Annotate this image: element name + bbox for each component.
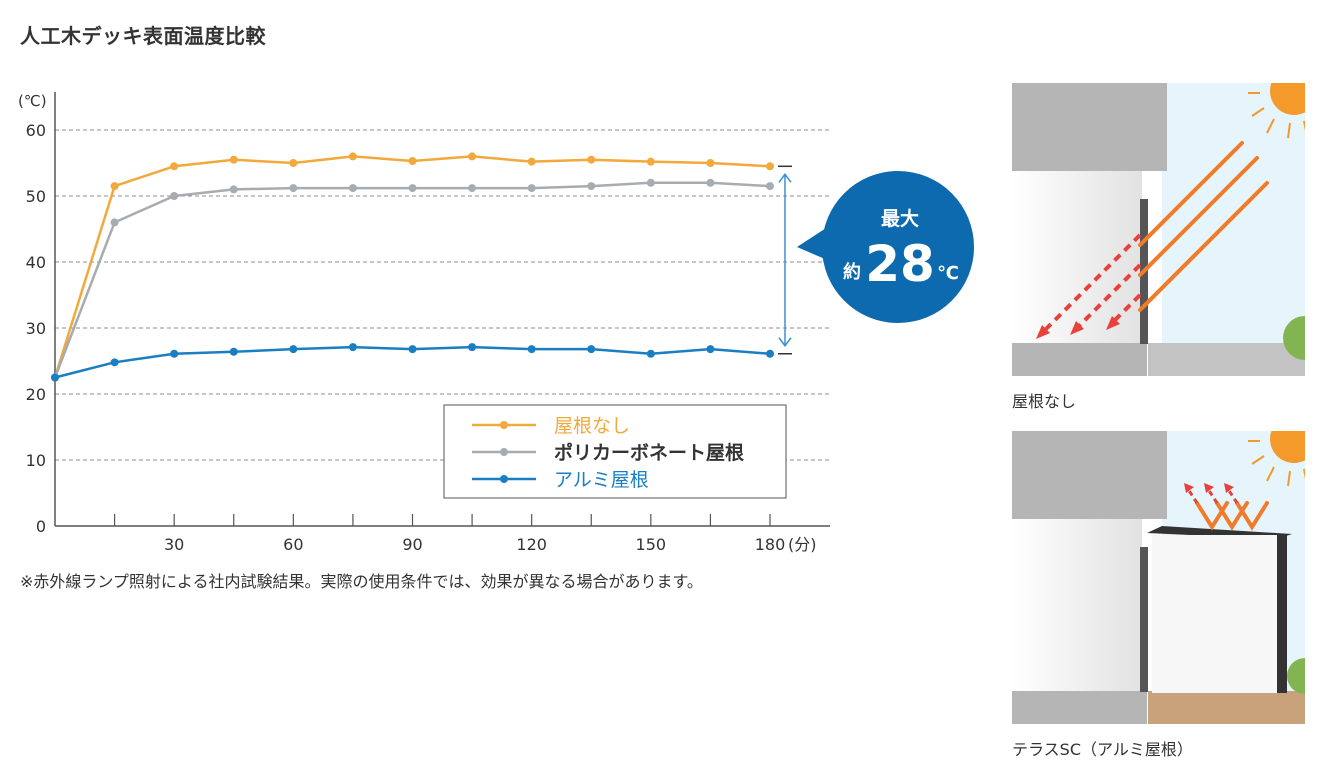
x-axis-unit: (分) (788, 535, 817, 554)
x-tick-label: 180 (755, 535, 786, 554)
data-point (289, 345, 298, 354)
data-point (587, 345, 596, 354)
data-point (527, 345, 536, 354)
chart-series (51, 152, 774, 382)
data-point (468, 343, 477, 352)
data-point (527, 157, 536, 166)
y-tick-label: 30 (26, 319, 46, 338)
callout-value: 28 (865, 235, 935, 293)
data-point (51, 373, 59, 382)
data-point (587, 182, 596, 191)
x-tick-label: 30 (164, 535, 184, 554)
data-point (348, 152, 357, 161)
legend-swatch-point (500, 448, 508, 456)
y-axis-unit: (℃) (18, 92, 47, 110)
data-point (646, 349, 655, 358)
data-point (110, 182, 119, 191)
data-point (468, 152, 477, 161)
data-point (110, 218, 119, 227)
callout-prefix: 約 (843, 261, 861, 283)
max-difference-callout: 最大約 28 ℃ (778, 165, 974, 355)
data-point (587, 155, 596, 164)
difference-arrow-head-top (778, 173, 792, 183)
data-point (229, 155, 238, 164)
legend-label: アルミ屋根 (554, 469, 649, 491)
x-tick-label: 60 (283, 535, 303, 554)
data-point (706, 159, 715, 167)
data-point (348, 184, 357, 193)
legend-swatch-point (500, 421, 508, 429)
data-point (229, 347, 238, 356)
data-point (527, 184, 536, 193)
x-tick-label: 150 (636, 535, 667, 554)
y-tick-label: 40 (26, 253, 46, 272)
illustration-caption-aluminum-roof: テラスSC（アルミ屋根） (1012, 740, 1193, 759)
data-point (408, 157, 417, 166)
data-point (110, 358, 119, 367)
data-point (646, 157, 655, 166)
y-tick-label: 60 (26, 121, 46, 140)
y-tick-label: 0 (36, 517, 46, 536)
y-tick-label: 10 (26, 451, 46, 470)
legend-label: ポリカーボネート屋根 (554, 441, 744, 464)
x-tick-label: 120 (516, 535, 547, 554)
data-point (170, 192, 179, 200)
data-point (170, 162, 179, 171)
callout-circle (822, 171, 974, 323)
callout-unit: ℃ (937, 263, 959, 284)
data-point (468, 184, 477, 193)
difference-arrow-head-bottom (778, 337, 792, 347)
chart-axes: 0 10 20 30 40 50 60 (℃) 30 60 90 120 150 180 (分) (18, 92, 830, 554)
illustration-caption-no-roof: 屋根なし (1012, 392, 1077, 411)
illustration-aluminum-roof (1012, 431, 1305, 724)
illustration-no-roof (1012, 83, 1305, 376)
sun-icon (1270, 83, 1305, 115)
data-point (766, 162, 774, 171)
sun-icon (1270, 431, 1305, 463)
chart-footnote: ※赤外線ランプ照射による社内試験結果。実際の使用条件では、効果が異なる場合があり… (20, 572, 703, 591)
data-point (348, 343, 357, 352)
data-point (229, 185, 238, 194)
data-point (706, 178, 715, 187)
data-point (766, 182, 774, 191)
y-tick-label: 20 (26, 385, 46, 404)
data-point (706, 345, 715, 354)
data-point (289, 159, 298, 167)
callout-top-text: 最大 (881, 207, 919, 230)
data-point (766, 349, 774, 358)
data-point (646, 178, 655, 187)
page-title: 人工木デッキ表面温度比較 (20, 24, 266, 48)
x-tick-label: 90 (402, 535, 422, 554)
legend-label: 屋根なし (554, 415, 630, 437)
data-point (170, 349, 179, 358)
data-point (408, 184, 417, 193)
data-point (289, 184, 298, 193)
y-tick-label: 50 (26, 187, 46, 206)
temperature-line-chart: 0 10 20 30 40 50 60 (℃) 30 60 90 120 150 180 (分) 屋根なしポ… (18, 92, 974, 554)
legend-swatch-point (500, 475, 508, 483)
data-point (408, 345, 417, 354)
